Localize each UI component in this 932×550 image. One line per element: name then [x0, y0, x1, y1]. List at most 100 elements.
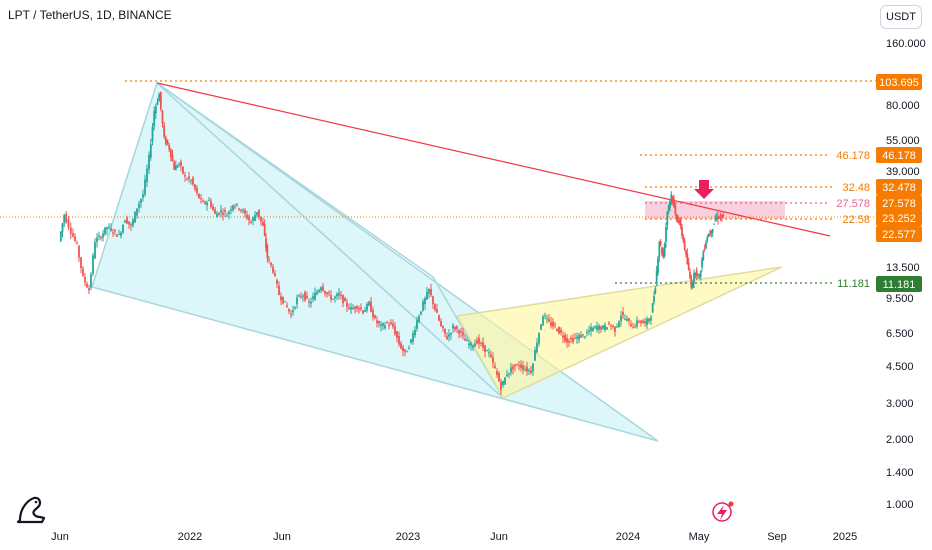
- candle-body: [272, 266, 274, 273]
- price-badge-text: 32.478: [882, 182, 916, 194]
- y-tick: 6.500: [886, 328, 914, 340]
- candle-body: [94, 242, 96, 259]
- candle-body: [655, 270, 658, 285]
- level-label-22: 22.58: [842, 214, 870, 226]
- candle-body: [134, 211, 136, 223]
- candle-body: [240, 209, 242, 211]
- y-tick: 13.500: [886, 262, 920, 274]
- candle-body: [448, 334, 450, 337]
- chart-title: LPT / TetherUS, 1D, BINANCE: [8, 8, 172, 22]
- down-arrow-icon: [694, 180, 714, 199]
- lightning-alert-icon[interactable]: [712, 501, 734, 522]
- candle-body: [470, 343, 472, 346]
- candle-body: [610, 325, 612, 327]
- price-badge: [876, 179, 922, 195]
- candle-body: [74, 236, 76, 241]
- candle-body: [238, 208, 240, 210]
- candle-body: [508, 372, 510, 375]
- candle-body: [512, 366, 514, 370]
- candle-body: [534, 349, 536, 361]
- candle-body: [138, 203, 140, 208]
- y-axis[interactable]: 160.000 80.000 55.000 39.000 13.500 9.50…: [886, 38, 926, 511]
- candle-body: [380, 324, 382, 326]
- candle-body: [510, 367, 512, 373]
- candle-body: [452, 325, 454, 329]
- candle-body: [522, 365, 524, 370]
- candle-body: [316, 291, 318, 295]
- candle-body: [582, 334, 584, 336]
- candle-body: [348, 307, 350, 309]
- candle-body: [396, 331, 398, 339]
- dinosaur-logo-icon[interactable]: [16, 496, 46, 524]
- candle-body: [304, 291, 306, 301]
- candle-body: [464, 338, 466, 341]
- candle-body: [540, 324, 542, 330]
- candle-body: [546, 317, 548, 320]
- rising-wedge: [455, 266, 783, 399]
- candle-body: [148, 154, 150, 170]
- y-tick: 55.000: [886, 135, 920, 147]
- candle-body: [332, 298, 334, 300]
- candle-body: [296, 297, 298, 305]
- level-label-46: 46.178: [836, 150, 870, 162]
- candle-body: [300, 296, 302, 298]
- x-axis[interactable]: Jun 2022 Jun 2023 Jun 2024 May Sep 2025: [51, 531, 857, 543]
- candle-body: [530, 370, 532, 374]
- candle-body: [314, 292, 316, 301]
- candle-body: [118, 234, 120, 236]
- x-tick: May: [689, 531, 710, 543]
- candle-body: [659, 241, 662, 246]
- y-tick: 3.000: [886, 398, 914, 410]
- candle-body: [466, 340, 468, 342]
- candle-body: [246, 214, 248, 219]
- candle-body: [648, 318, 650, 322]
- candle-body: [702, 251, 705, 261]
- candle-body: [632, 327, 634, 329]
- candle-body: [180, 161, 182, 166]
- candle-body: [564, 335, 566, 342]
- candle-body: [416, 320, 418, 329]
- y-tick: 2.000: [886, 434, 914, 446]
- candle-body: [488, 352, 490, 354]
- price-badge-text: 103.695: [879, 77, 919, 89]
- candle-body: [196, 187, 198, 193]
- candle-body: [226, 215, 228, 217]
- candle-body: [184, 175, 186, 177]
- candle-body: [669, 200, 671, 208]
- candle-body: [665, 226, 667, 243]
- candle-body: [163, 125, 166, 137]
- candle-body: [220, 209, 222, 213]
- candle-body: [342, 294, 344, 304]
- candle-body: [658, 242, 661, 258]
- price-badge-text: 27.578: [882, 198, 916, 210]
- currency-button[interactable]: USDT: [880, 5, 922, 29]
- candle-body: [159, 91, 162, 110]
- candle-body: [312, 296, 314, 299]
- candle-body: [722, 214, 725, 216]
- candle-body: [406, 351, 408, 353]
- candle-body: [364, 310, 366, 312]
- candle-body: [552, 321, 554, 327]
- candle-body: [612, 325, 614, 327]
- candle-body: [370, 301, 372, 312]
- candle-body: [266, 245, 269, 258]
- candle-body: [440, 321, 442, 326]
- candle-body: [278, 285, 280, 295]
- candle-body: [719, 215, 722, 217]
- candle-body: [112, 232, 114, 234]
- candle-body: [151, 126, 154, 142]
- candle-body: [444, 328, 446, 334]
- candle-body: [594, 325, 596, 328]
- candle-body: [358, 308, 360, 310]
- candle-body: [290, 313, 292, 315]
- candle-body: [254, 215, 256, 221]
- candle-body: [394, 326, 396, 335]
- candle-body: [92, 255, 94, 274]
- candle-body: [628, 317, 630, 321]
- candle-body: [580, 335, 582, 338]
- candle-body: [604, 324, 606, 331]
- candle-body: [248, 216, 250, 221]
- candle-body: [710, 230, 713, 234]
- candle-body: [232, 205, 234, 211]
